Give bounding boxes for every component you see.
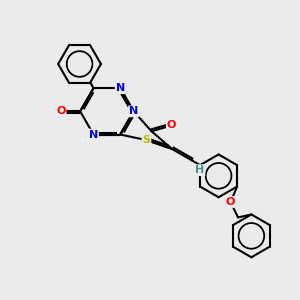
Text: O: O xyxy=(56,106,65,116)
Text: O: O xyxy=(226,197,235,207)
Text: S: S xyxy=(142,135,150,145)
Text: O: O xyxy=(167,121,176,130)
Text: N: N xyxy=(129,106,138,116)
Text: N: N xyxy=(89,130,98,140)
Text: N: N xyxy=(116,83,125,93)
Text: H: H xyxy=(195,165,205,175)
